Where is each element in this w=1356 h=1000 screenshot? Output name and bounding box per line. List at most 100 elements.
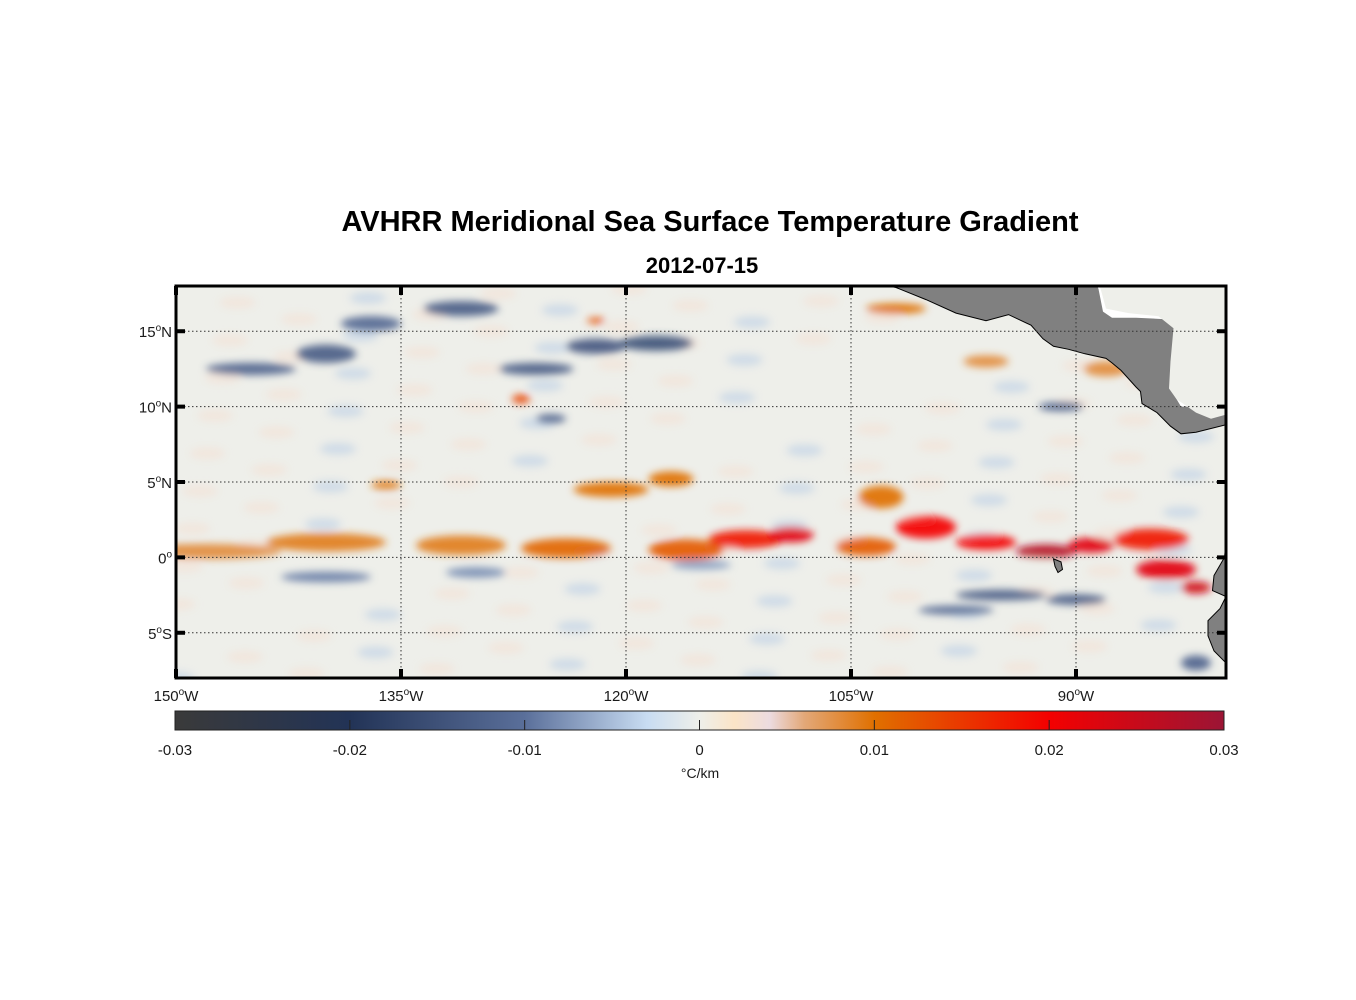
field-patch — [381, 459, 418, 472]
field-patch — [986, 418, 1022, 431]
field-patch — [396, 384, 433, 397]
field-patch — [941, 644, 977, 657]
field-patch — [480, 287, 517, 300]
cold-front-feature — [1181, 655, 1211, 671]
field-patch — [825, 574, 862, 586]
warm-front-feature — [512, 394, 530, 404]
field-patch — [288, 667, 325, 678]
field-patch — [228, 577, 265, 590]
field-patch — [219, 296, 256, 309]
field-patch — [1101, 489, 1138, 502]
field-patch — [672, 299, 709, 312]
field-patch — [726, 353, 763, 366]
field-patch — [1002, 661, 1039, 674]
warm-front-feature — [573, 481, 649, 498]
field-patch — [1170, 468, 1207, 481]
warm-front-feature — [1136, 559, 1196, 580]
colorbar-tick-label: -0.03 — [158, 742, 192, 759]
field-patch — [680, 653, 716, 666]
colorbar-tick-label: 0.02 — [1035, 742, 1064, 759]
galapagos-islands — [1052, 558, 1064, 574]
lat-tick-label: 5oN — [147, 474, 172, 492]
field-patch — [764, 557, 800, 570]
colorbar-tick-label: 0.03 — [1209, 742, 1238, 759]
field-patch — [626, 599, 662, 612]
field-patch — [795, 332, 832, 345]
field-patch — [419, 662, 455, 675]
field-patch — [534, 341, 571, 354]
field-patch — [404, 346, 440, 359]
warm-front-feature — [371, 480, 401, 490]
field-patch — [909, 477, 946, 490]
field-patch — [1032, 510, 1069, 523]
field-patch — [503, 566, 539, 579]
field-patch — [596, 358, 632, 371]
colorbar-tick-label: -0.01 — [508, 742, 542, 759]
cold-front-feature — [618, 335, 694, 351]
warm-front-feature — [866, 303, 926, 314]
field-patch — [1163, 506, 1199, 519]
field-patch — [312, 480, 349, 493]
field-patch — [305, 518, 341, 531]
field-patch — [956, 569, 992, 582]
field-patch — [779, 482, 815, 495]
cold-front-feature — [536, 414, 566, 424]
field-patch — [611, 286, 647, 296]
field-patch — [633, 561, 670, 574]
field-patch — [971, 494, 1007, 507]
field-patch — [1071, 640, 1108, 653]
field-patch — [426, 625, 463, 638]
field-patch — [176, 560, 203, 573]
field-patch — [741, 670, 778, 678]
field-patch — [1086, 564, 1123, 577]
warm-front-feature — [836, 537, 896, 556]
field-patch — [549, 658, 586, 671]
lon-tick-label: 135oW — [379, 687, 425, 705]
cold-front-feature — [671, 560, 731, 570]
field-patch — [855, 423, 892, 436]
field-patch — [542, 304, 578, 317]
field-patch — [641, 524, 677, 537]
field-patch — [342, 329, 379, 342]
colorbar-tick-label: 0 — [695, 742, 703, 759]
field-patch — [251, 463, 287, 476]
field-patch — [1148, 581, 1184, 594]
cold-front-feature — [918, 605, 994, 615]
field-patch — [176, 522, 211, 535]
field-patch — [581, 433, 617, 446]
field-patch — [894, 552, 931, 565]
field-patch — [1178, 430, 1214, 443]
field-patch — [848, 460, 884, 473]
field-patch — [176, 598, 196, 611]
field-patch — [389, 421, 425, 434]
field-patch — [465, 362, 502, 375]
warm-front-feature — [1068, 537, 1114, 553]
field-patch — [227, 650, 263, 663]
warm-front-feature — [648, 471, 694, 487]
field-patch — [687, 616, 724, 629]
field-patch — [243, 501, 280, 514]
field-patch — [473, 325, 509, 338]
lat-tick-label: 15oN — [139, 323, 172, 341]
field-patch — [618, 637, 655, 650]
field-patch — [864, 311, 901, 324]
caribbean-sea — [1099, 286, 1226, 419]
warm-front-feature — [896, 515, 956, 539]
field-patch — [197, 409, 233, 422]
field-patch — [650, 412, 686, 425]
field-patch — [564, 583, 601, 596]
warm-front-feature — [648, 539, 724, 561]
field-patch — [320, 442, 356, 455]
cold-front-feature — [566, 338, 626, 354]
cold-front-feature — [956, 589, 1046, 601]
field-patch — [212, 334, 248, 347]
field-patch — [527, 379, 563, 392]
warm-front-feature — [521, 538, 611, 559]
cold-front-feature — [1046, 594, 1106, 605]
field-patch — [1109, 451, 1145, 464]
field-patch — [917, 439, 953, 452]
land-central-america — [885, 286, 1226, 435]
warm-front-feature — [266, 533, 386, 552]
cold-front-feature — [281, 571, 371, 583]
lat-tick-label: 5oS — [148, 625, 172, 643]
